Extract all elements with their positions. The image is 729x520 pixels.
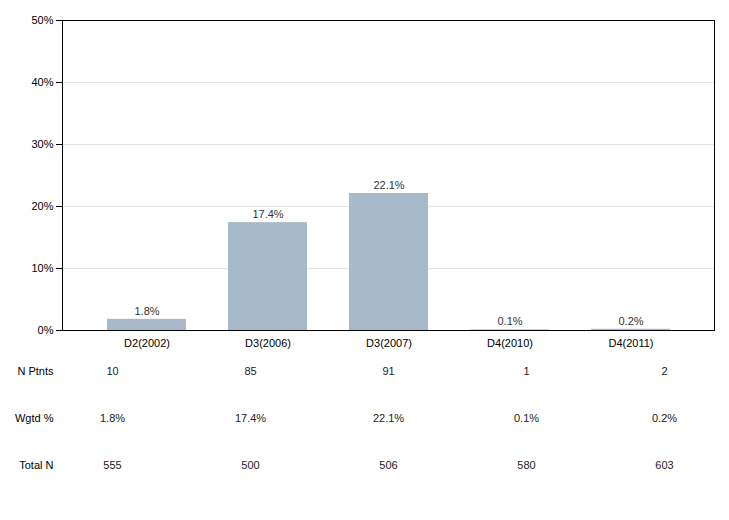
svg-text:0.1%: 0.1%: [497, 315, 522, 327]
svg-text:10%: 10%: [31, 262, 53, 274]
svg-text:Wgtd %: Wgtd %: [15, 412, 54, 424]
svg-text:20%: 20%: [31, 200, 53, 212]
svg-text:1.8%: 1.8%: [134, 305, 159, 317]
svg-text:506: 506: [379, 459, 397, 471]
svg-text:555: 555: [103, 459, 121, 471]
svg-text:580: 580: [517, 459, 535, 471]
svg-text:D3(2007): D3(2007): [366, 337, 412, 349]
svg-text:603: 603: [655, 459, 673, 471]
svg-text:D4(2011): D4(2011): [608, 337, 653, 349]
svg-text:22.1%: 22.1%: [373, 412, 404, 424]
svg-text:1.8%: 1.8%: [100, 412, 125, 424]
svg-text:1: 1: [523, 365, 529, 377]
svg-text:D2(2002): D2(2002): [124, 337, 170, 349]
svg-text:91: 91: [382, 365, 394, 377]
svg-text:0.2%: 0.2%: [652, 412, 677, 424]
svg-text:0%: 0%: [38, 324, 54, 336]
svg-text:40%: 40%: [31, 76, 53, 88]
svg-text:D4(2010): D4(2010): [487, 337, 533, 349]
svg-text:10: 10: [106, 365, 118, 377]
svg-text:17.4%: 17.4%: [235, 412, 266, 424]
svg-text:30%: 30%: [31, 138, 53, 150]
svg-text:2: 2: [661, 365, 667, 377]
svg-text:Total N: Total N: [19, 459, 53, 471]
svg-text:0.2%: 0.2%: [618, 315, 643, 327]
svg-text:22.1%: 22.1%: [373, 179, 404, 191]
svg-text:D3(2006): D3(2006): [245, 337, 291, 349]
svg-text:N Ptnts: N Ptnts: [17, 365, 54, 377]
svg-text:0.1%: 0.1%: [514, 412, 539, 424]
svg-text:85: 85: [244, 365, 256, 377]
svg-text:17.4%: 17.4%: [252, 208, 283, 220]
svg-text:500: 500: [241, 459, 259, 471]
svg-text:50%: 50%: [31, 14, 53, 26]
